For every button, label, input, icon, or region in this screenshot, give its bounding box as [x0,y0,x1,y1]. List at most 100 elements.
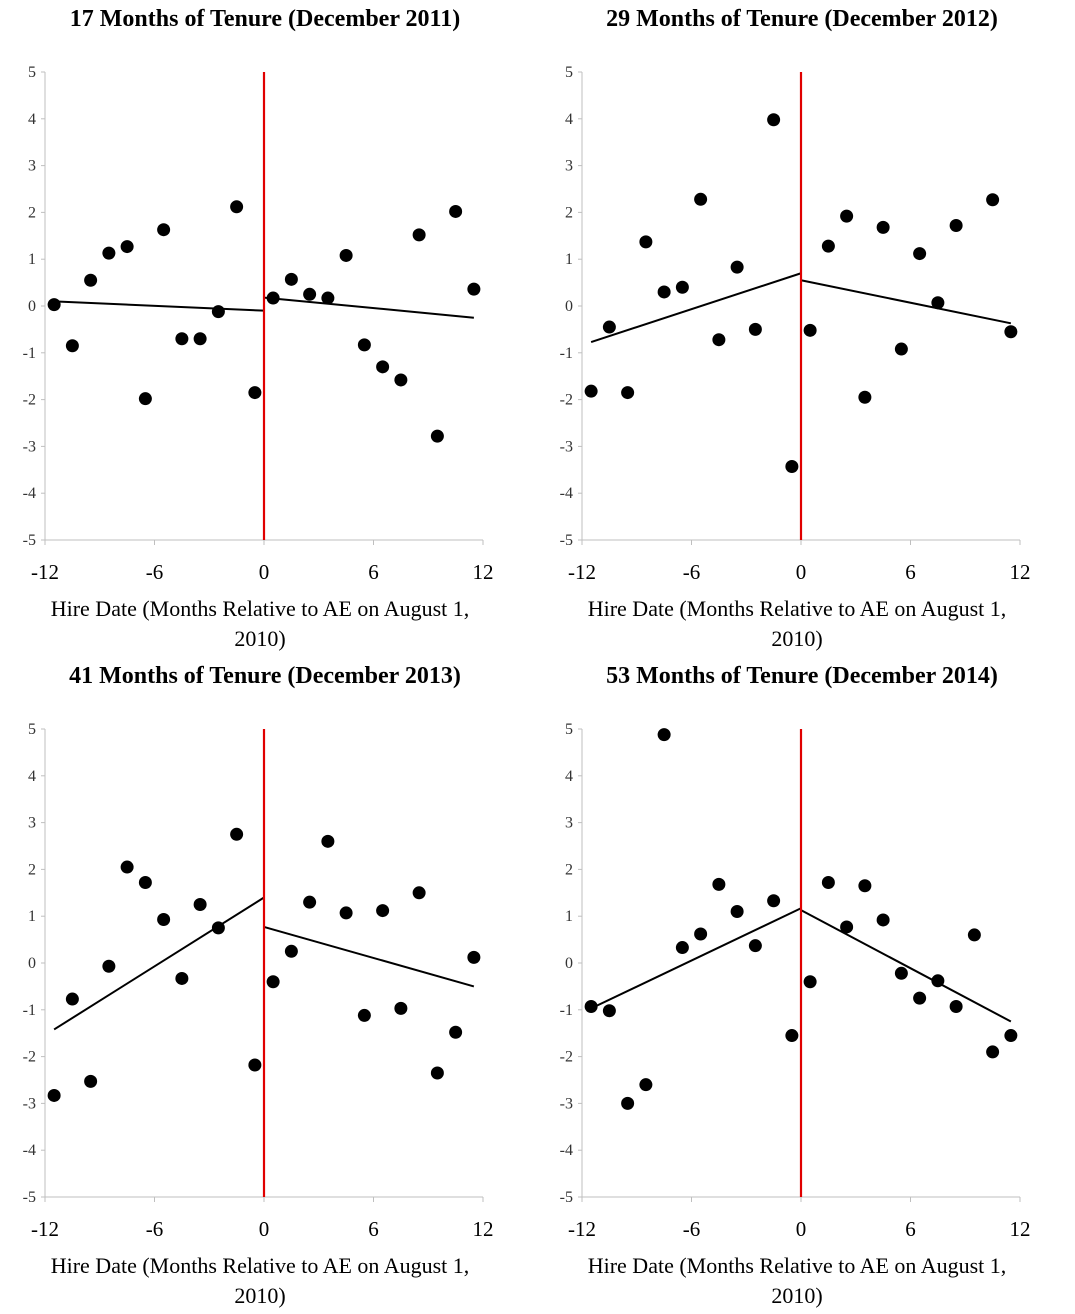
data-point [47,1088,61,1102]
y-tick-label: -1 [560,1002,573,1019]
data-point [821,239,835,253]
data-point [767,113,781,127]
y-tick-label: 0 [565,298,573,315]
data-point [949,1000,963,1014]
data-point [785,1029,799,1043]
x-tick-label: 6 [368,560,379,584]
y-tick-label: 4 [565,111,573,128]
data-point [84,1074,98,1088]
y-tick-label: -4 [560,485,573,502]
fit-line-left [54,300,265,312]
data-point [449,204,463,218]
y-tick-label: 2 [28,204,36,221]
data-point [467,282,481,296]
x-tick-label: 6 [905,560,916,584]
data-point [193,332,207,346]
data-point [230,827,244,841]
data-point [657,285,671,299]
y-tick-label: 5 [28,64,36,81]
data-point [858,879,872,893]
y-tick-label: -4 [560,1142,573,1159]
data-point [357,338,371,352]
x-tick-label: -12 [568,560,596,584]
data-point [748,322,762,336]
y-tick-label: 5 [565,64,573,81]
scatter-plot-4: 5 4 3 2 1 0 -1 -2 -3 -4 -5 -12 -6 0 6 12 [560,721,1031,1241]
scatter-plot-1: 5 4 3 2 1 0 -1 -2 -3 -4 -5 -12 -6 0 6 12 [23,64,494,584]
data-point [65,992,79,1006]
data-point [248,1058,262,1072]
y-tick-label: -2 [560,392,573,409]
data-point [321,291,335,305]
y-tick-label: 0 [28,298,36,315]
data-point [175,971,189,985]
data-point [412,886,426,900]
data-point [913,247,927,261]
data-point [949,219,963,233]
fit-line-left [590,907,802,1010]
x-tick-label: 6 [368,1217,379,1241]
y-tick-label: 3 [28,158,36,175]
y-tick-label: 3 [565,815,573,832]
y-tick-label: 1 [565,251,573,268]
data-point [803,975,817,989]
data-point [102,246,116,260]
data-point [175,332,189,346]
y-tick-label: -3 [23,1095,36,1112]
data-point [211,921,225,935]
data-point [803,323,817,337]
data-point [157,223,171,237]
x-tick-label: -6 [146,560,164,584]
x-tick-label: -6 [683,560,701,584]
data-point [138,392,152,406]
chart-title-3: 41 Months of Tenure (December 2013) [69,663,461,689]
chart-panel-4: 5 4 3 2 1 0 -1 -2 -3 -4 -5 -12 -6 0 6 12 53 Months of T… [537,657,1074,1314]
x-axis-label-2: Hire Date (Months Relative to AE on Augu… [587,596,1007,651]
data-point [284,944,298,958]
y-tick-label: -2 [23,392,36,409]
y-tick-label: -2 [23,1049,36,1066]
data-point [931,974,945,988]
y-tick-label: -3 [560,438,573,455]
data-point [584,1000,598,1014]
y-tick-label: -5 [560,1189,573,1206]
y-tick-label: -4 [23,485,36,502]
y-tick-label: -3 [560,1095,573,1112]
fit-line-right [800,909,1012,1023]
data-point [931,296,945,310]
fit-line-right [800,279,1012,325]
data-point [730,260,744,274]
data-point [430,1066,444,1080]
x-tick-label: 0 [796,1217,807,1241]
data-point [986,193,1000,207]
fit-line-left [590,272,802,343]
data-point [675,941,689,955]
y-tick-label: -5 [23,1189,36,1206]
data-point [621,1096,635,1110]
data-point [266,975,280,989]
x-axis-label-3: Hire Date (Months Relative to AE on Augu… [50,1253,470,1308]
data-point [376,360,390,374]
data-point [967,928,981,942]
data-point [394,1001,408,1015]
y-tick-label: 2 [565,204,573,221]
data-point [157,912,171,926]
y-tick-label: 1 [28,251,36,268]
x-tick-label: 12 [1010,1217,1031,1241]
data-point [767,894,781,908]
data-point [657,728,671,742]
data-point [858,390,872,404]
data-point [694,192,708,206]
y-tick-label: 0 [565,955,573,972]
data-point [412,228,426,242]
data-point [65,339,79,353]
x-tick-label: -12 [31,560,59,584]
data-point [303,287,317,301]
data-point [876,913,890,927]
data-point [821,876,835,890]
data-point [602,320,616,334]
chart-panel-3: 5 4 3 2 1 0 -1 -2 -3 -4 -5 -12 -6 0 6 12 41 Months of T… [0,657,537,1314]
y-tick-label: 3 [28,815,36,832]
data-point [639,235,653,249]
data-point [840,920,854,934]
